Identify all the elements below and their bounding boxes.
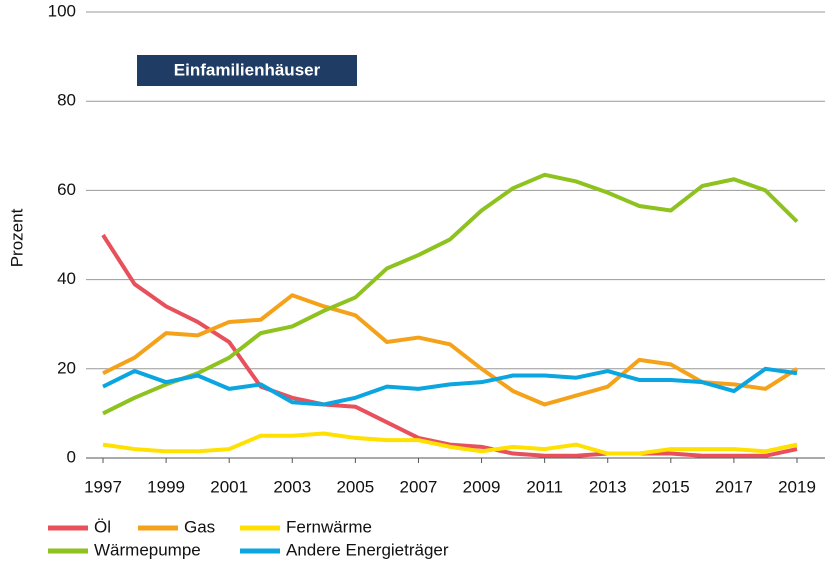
x-tick-label: 2011 xyxy=(526,477,563,496)
legend-label: Fernwärme xyxy=(286,517,372,536)
x-tick-label: 2013 xyxy=(589,477,627,496)
chart-title: Einfamilienhäuser xyxy=(174,60,321,79)
legend-label: Öl xyxy=(94,517,111,536)
x-tick-label: 2009 xyxy=(463,477,501,496)
x-tick-label: 2001 xyxy=(210,477,248,496)
series-line xyxy=(102,431,798,456)
x-tick-label: 1997 xyxy=(84,477,122,496)
series-line xyxy=(101,233,798,458)
y-tick-label: 80 xyxy=(57,91,76,110)
title-box xyxy=(137,55,357,86)
x-tick-label: 1999 xyxy=(147,477,185,496)
series-line xyxy=(102,172,799,416)
x-tick-label: 2015 xyxy=(652,477,690,496)
x-tick-label: 2019 xyxy=(778,477,816,496)
x-tick-label: 2005 xyxy=(336,477,374,496)
y-tick-label: 100 xyxy=(48,1,76,20)
y-tick-label: 20 xyxy=(57,358,76,377)
y-tick-label: 0 xyxy=(67,447,76,466)
y-tick-label: 60 xyxy=(57,180,76,199)
x-tick-label: 2007 xyxy=(400,477,438,496)
series-line xyxy=(102,293,799,407)
y-axis-label: Prozent xyxy=(7,208,26,267)
series-line xyxy=(102,366,798,407)
legend-label: Wärmepumpe xyxy=(94,540,201,559)
x-tick-label: 2003 xyxy=(273,477,311,496)
x-tick-label: 2017 xyxy=(715,477,753,496)
legend-label: Andere Energieträger xyxy=(286,540,449,559)
y-tick-label: 40 xyxy=(57,269,76,288)
legend-label: Gas xyxy=(184,517,215,536)
